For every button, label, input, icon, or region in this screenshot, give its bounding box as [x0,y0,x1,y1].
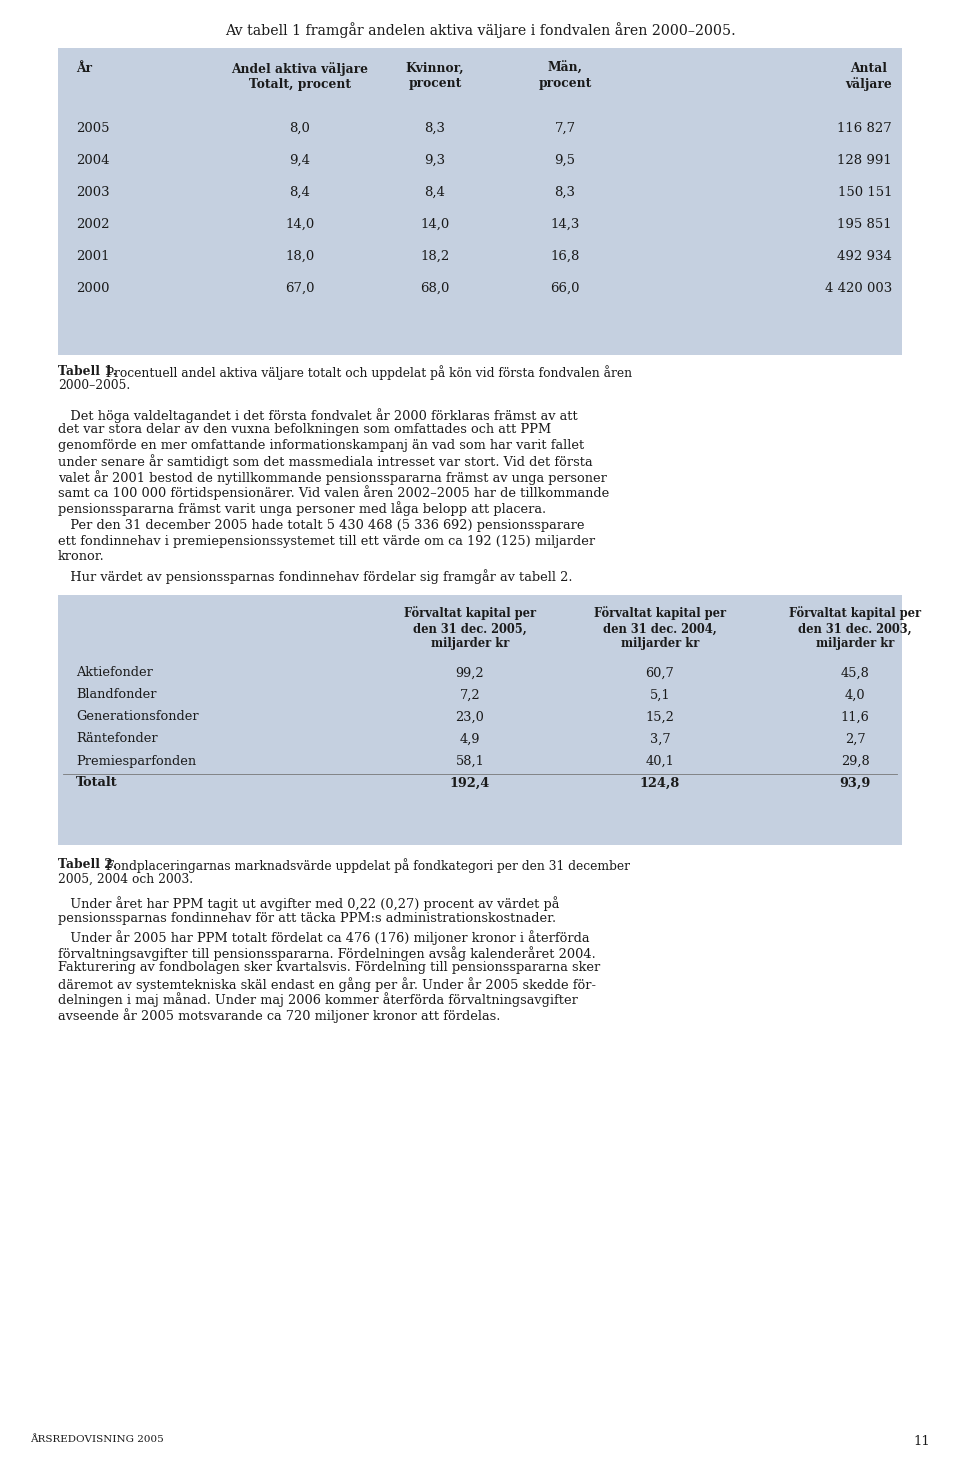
Text: Kvinnor,
procent: Kvinnor, procent [406,63,465,90]
Text: 11,6: 11,6 [841,711,870,724]
Text: 15,2: 15,2 [645,711,675,724]
Text: 40,1: 40,1 [645,755,675,768]
Text: ett fondinnehav i premiepensionssystemet till ett värde om ca 192 (125) miljarde: ett fondinnehav i premiepensionssystemet… [58,535,595,548]
Text: 5,1: 5,1 [650,689,670,701]
Text: Räntefonder: Räntefonder [76,733,157,746]
Text: 8,4: 8,4 [424,186,445,200]
Text: Aktiefonder: Aktiefonder [76,666,153,679]
Text: kronor.: kronor. [58,551,105,564]
Text: 2003: 2003 [76,186,109,200]
Text: Fakturering av fondbolagen sker kvartalsvis. Fördelning till pensionsspararna sk: Fakturering av fondbolagen sker kvartals… [58,962,600,975]
Text: 150 151: 150 151 [837,186,892,200]
Text: Antal
väljare: Antal väljare [845,63,892,90]
Text: 14,0: 14,0 [420,219,449,232]
Text: 2000: 2000 [76,283,109,294]
Text: det var stora delar av den vuxna befolkningen som omfattades och att PPM: det var stora delar av den vuxna befolkn… [58,424,551,437]
Text: 195 851: 195 851 [837,219,892,232]
Text: 18,2: 18,2 [420,251,449,264]
Text: 116 827: 116 827 [837,122,892,136]
Text: däremot av systemtekniska skäl endast en gång per år. Under år 2005 skedde för-: däremot av systemtekniska skäl endast en… [58,978,596,992]
Text: Förvaltat kapital per
den 31 dec. 2003,
miljarder kr: Förvaltat kapital per den 31 dec. 2003, … [789,606,921,650]
Text: Blandfonder: Blandfonder [76,689,156,701]
Text: genomförde en mer omfattande informationskampanj än vad som har varit fallet: genomförde en mer omfattande information… [58,439,585,452]
Text: Fondplaceringarnas marknadsvärde uppdelat på fondkategori per den 31 december: Fondplaceringarnas marknadsvärde uppdela… [102,858,630,873]
Text: Tabell 1.: Tabell 1. [58,366,117,377]
Text: 2001: 2001 [76,251,109,264]
Text: valet år 2001 bestod de nytillkommande pensionsspararna främst av unga personer: valet år 2001 bestod de nytillkommande p… [58,471,607,485]
Text: Det höga valdeltagandet i det första fondvalet år 2000 förklaras främst av att: Det höga valdeltagandet i det första fon… [58,408,578,423]
Text: 18,0: 18,0 [285,251,315,264]
Text: samt ca 100 000 förtidspensionärer. Vid valen åren 2002–2005 har de tillkommande: samt ca 100 000 förtidspensionärer. Vid … [58,485,610,500]
Text: 14,3: 14,3 [550,219,580,232]
Text: pensionsspararna främst varit unga personer med låga belopp att placera.: pensionsspararna främst varit unga perso… [58,501,546,516]
Text: Män,
procent: Män, procent [539,63,591,90]
Text: 2005, 2004 och 2003.: 2005, 2004 och 2003. [58,873,193,886]
Text: 66,0: 66,0 [550,283,580,294]
Text: delningen i maj månad. Under maj 2006 kommer återförda förvaltningsavgifter: delningen i maj månad. Under maj 2006 ko… [58,992,578,1007]
FancyBboxPatch shape [58,594,902,845]
Text: Hur värdet av pensionssparnas fondinnehav fördelar sig framgår av tabell 2.: Hur värdet av pensionssparnas fondinneha… [58,570,572,584]
Text: 67,0: 67,0 [285,283,315,294]
Text: 29,8: 29,8 [841,755,870,768]
Text: Av tabell 1 framgår andelen aktiva väljare i fondvalen åren 2000–2005.: Av tabell 1 framgår andelen aktiva välja… [225,22,735,38]
Text: Tabell 2.: Tabell 2. [58,858,117,871]
Text: Premiesparfonden: Premiesparfonden [76,755,196,768]
Text: Generationsfonder: Generationsfonder [76,711,199,724]
Text: 2,7: 2,7 [845,733,865,746]
Text: 2005: 2005 [76,122,109,136]
Text: 8,0: 8,0 [290,122,310,136]
Text: 2000–2005.: 2000–2005. [58,379,131,392]
Text: 9,5: 9,5 [555,154,575,168]
Text: 492 934: 492 934 [837,251,892,264]
Text: Andel aktiva väljare
Totalt, procent: Andel aktiva väljare Totalt, procent [231,63,369,90]
Text: 68,0: 68,0 [420,283,449,294]
Text: Per den 31 december 2005 hade totalt 5 430 468 (5 336 692) pensionssparare: Per den 31 december 2005 hade totalt 5 4… [58,520,585,532]
Text: förvaltningsavgifter till pensionsspararna. Fördelningen avsåg kalenderåret 2004: förvaltningsavgifter till pensionssparar… [58,946,596,960]
Text: 124,8: 124,8 [640,777,680,790]
Text: 2002: 2002 [76,219,109,232]
Text: 60,7: 60,7 [646,666,674,679]
Text: 192,4: 192,4 [450,777,491,790]
Text: Förvaltat kapital per
den 31 dec. 2005,
miljarder kr: Förvaltat kapital per den 31 dec. 2005, … [404,606,536,650]
FancyBboxPatch shape [58,48,902,356]
Text: 9,3: 9,3 [424,154,445,168]
Text: 8,3: 8,3 [424,122,445,136]
Text: avseende år 2005 motsvarande ca 720 miljoner kronor att fördelas.: avseende år 2005 motsvarande ca 720 milj… [58,1008,500,1023]
Text: 14,0: 14,0 [285,219,315,232]
Text: 16,8: 16,8 [550,251,580,264]
Text: 8,4: 8,4 [290,186,310,200]
Text: 7,2: 7,2 [460,689,480,701]
Text: 2004: 2004 [76,154,109,168]
Text: Under år 2005 har PPM totalt fördelat ca 476 (176) miljoner kronor i återförda: Under år 2005 har PPM totalt fördelat ca… [58,931,589,946]
Text: 4,9: 4,9 [460,733,480,746]
Text: under senare år samtidigt som det massmediala intresset var stort. Vid det först: under senare år samtidigt som det massme… [58,455,592,469]
Text: Under året har PPM tagit ut avgifter med 0,22 (0,27) procent av värdet på: Under året har PPM tagit ut avgifter med… [58,896,560,912]
Text: 4,0: 4,0 [845,689,865,701]
Text: 23,0: 23,0 [456,711,485,724]
Text: 11: 11 [913,1435,930,1448]
Text: 99,2: 99,2 [456,666,484,679]
Text: 8,3: 8,3 [555,186,575,200]
Text: pensionssparnas fondinnehav för att täcka PPM:s administrationskostnader.: pensionssparnas fondinnehav för att täck… [58,912,556,925]
Text: 3,7: 3,7 [650,733,670,746]
Text: Procentuell andel aktiva väljare totalt och uppdelat på kön vid första fondvalen: Procentuell andel aktiva väljare totalt … [102,366,632,380]
Text: 45,8: 45,8 [841,666,870,679]
Text: 128 991: 128 991 [837,154,892,168]
Text: 93,9: 93,9 [839,777,871,790]
Text: ÅRSREDOVISNING 2005: ÅRSREDOVISNING 2005 [30,1435,164,1444]
Text: 4 420 003: 4 420 003 [825,283,892,294]
Text: 7,7: 7,7 [555,122,576,136]
Text: Totalt: Totalt [76,777,118,790]
Text: Förvaltat kapital per
den 31 dec. 2004,
miljarder kr: Förvaltat kapital per den 31 dec. 2004, … [594,606,726,650]
Text: 9,4: 9,4 [290,154,310,168]
Text: 58,1: 58,1 [456,755,485,768]
Text: År: År [76,63,92,74]
